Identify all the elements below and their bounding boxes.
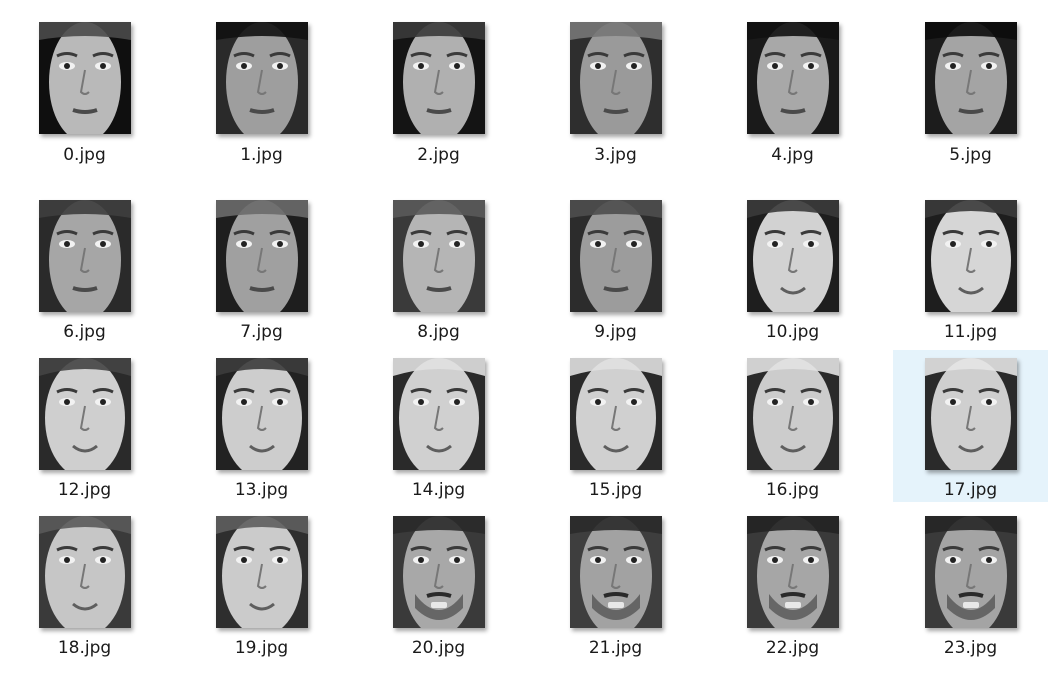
file-item[interactable]: 16.jpg <box>715 350 870 502</box>
file-name-label: 1.jpg <box>240 145 283 165</box>
file-name-label: 3.jpg <box>594 145 637 165</box>
face-thumbnail-icon <box>570 22 662 134</box>
file-item[interactable]: 20.jpg <box>361 508 516 660</box>
file-item[interactable]: 10.jpg <box>715 192 870 344</box>
file-item[interactable]: 18.jpg <box>7 508 162 660</box>
file-item[interactable]: 1.jpg <box>184 14 339 166</box>
file-item[interactable]: 19.jpg <box>184 508 339 660</box>
file-item[interactable]: 17.jpg <box>893 350 1048 502</box>
face-thumbnail-icon <box>39 358 131 470</box>
file-name-label: 6.jpg <box>63 322 106 342</box>
file-item[interactable]: 0.jpg <box>7 14 162 166</box>
file-name-label: 14.jpg <box>411 480 466 500</box>
file-item[interactable]: 9.jpg <box>538 192 693 344</box>
face-thumbnail-icon <box>216 516 308 628</box>
file-item[interactable]: 4.jpg <box>715 14 870 166</box>
file-item[interactable]: 13.jpg <box>184 350 339 502</box>
file-name-label: 13.jpg <box>234 480 289 500</box>
file-item[interactable]: 7.jpg <box>184 192 339 344</box>
file-name-label: 17.jpg <box>943 480 998 500</box>
file-name-label: 16.jpg <box>765 480 820 500</box>
face-thumbnail-icon <box>747 516 839 628</box>
file-name-label: 23.jpg <box>943 638 998 658</box>
file-name-label: 9.jpg <box>594 322 637 342</box>
file-name-label: 11.jpg <box>943 322 998 342</box>
file-name-label: 2.jpg <box>417 145 460 165</box>
face-thumbnail-icon <box>747 200 839 312</box>
file-name-label: 21.jpg <box>588 638 643 658</box>
file-name-label: 7.jpg <box>240 322 283 342</box>
file-item[interactable]: 8.jpg <box>361 192 516 344</box>
face-thumbnail-icon <box>925 22 1017 134</box>
face-thumbnail-icon <box>393 516 485 628</box>
face-thumbnail-icon <box>570 200 662 312</box>
file-name-label: 8.jpg <box>417 322 460 342</box>
file-name-label: 5.jpg <box>949 145 992 165</box>
face-thumbnail-icon <box>39 516 131 628</box>
file-item[interactable]: 2.jpg <box>361 14 516 166</box>
file-item[interactable]: 22.jpg <box>715 508 870 660</box>
face-thumbnail-icon <box>570 358 662 470</box>
face-thumbnail-icon <box>216 358 308 470</box>
file-item[interactable]: 11.jpg <box>893 192 1048 344</box>
file-item[interactable]: 23.jpg <box>893 508 1048 660</box>
file-item[interactable]: 14.jpg <box>361 350 516 502</box>
face-thumbnail-icon <box>216 200 308 312</box>
file-item[interactable]: 12.jpg <box>7 350 162 502</box>
file-name-label: 20.jpg <box>411 638 466 658</box>
file-name-label: 4.jpg <box>771 145 814 165</box>
file-item[interactable]: 15.jpg <box>538 350 693 502</box>
face-thumbnail-icon <box>925 358 1017 470</box>
file-name-label: 10.jpg <box>765 322 820 342</box>
file-name-label: 0.jpg <box>63 145 106 165</box>
face-thumbnail-icon <box>747 22 839 134</box>
face-thumbnail-icon <box>925 516 1017 628</box>
file-name-label: 22.jpg <box>765 638 820 658</box>
face-thumbnail-icon <box>39 22 131 134</box>
file-item[interactable]: 6.jpg <box>7 192 162 344</box>
face-thumbnail-icon <box>925 200 1017 312</box>
file-item[interactable]: 21.jpg <box>538 508 693 660</box>
face-thumbnail-icon <box>39 200 131 312</box>
face-thumbnail-icon <box>216 22 308 134</box>
face-thumbnail-icon <box>393 22 485 134</box>
file-name-label: 12.jpg <box>57 480 112 500</box>
file-name-label: 15.jpg <box>588 480 643 500</box>
face-thumbnail-icon <box>570 516 662 628</box>
file-name-label: 19.jpg <box>234 638 289 658</box>
file-item[interactable]: 5.jpg <box>893 14 1048 166</box>
face-thumbnail-icon <box>747 358 839 470</box>
face-thumbnail-icon <box>393 200 485 312</box>
file-item[interactable]: 3.jpg <box>538 14 693 166</box>
face-thumbnail-icon <box>393 358 485 470</box>
file-name-label: 18.jpg <box>57 638 112 658</box>
